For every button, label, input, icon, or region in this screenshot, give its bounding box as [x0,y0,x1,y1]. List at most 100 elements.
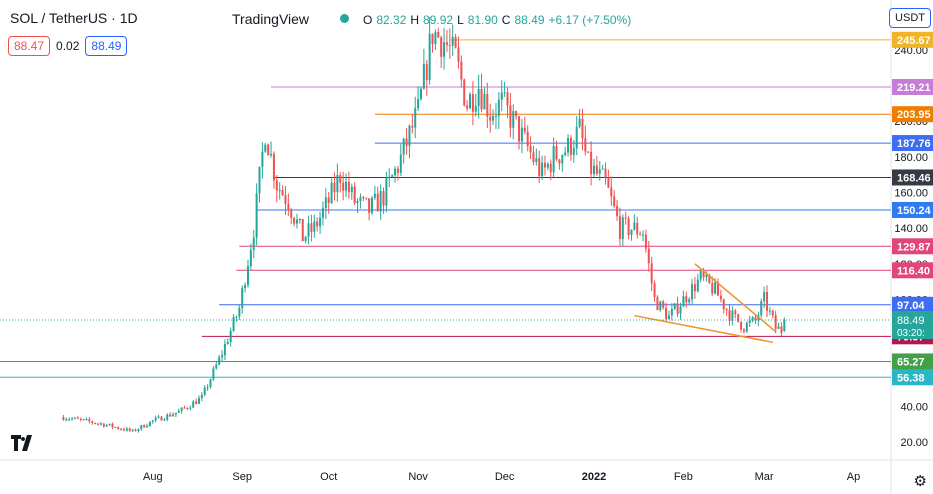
candle-body [189,407,192,409]
candle-body [662,301,665,308]
candle-body [97,423,100,425]
x-tick-label: Mar [755,471,774,483]
candle-body [518,116,521,142]
quote-panel: 88.47 0.02 88.49 [8,36,128,56]
level-label-box [892,201,933,218]
candle-body [650,263,653,284]
candle-body [307,223,310,237]
symbol-header[interactable]: SOL / TetherUS · 1D [10,10,138,26]
y-tick-label: 240.00 [894,45,928,57]
level-label-box [892,353,933,370]
low-label: L [457,13,464,27]
y-tick-label: 20.00 [900,437,928,449]
candle-body [711,282,714,294]
candle-body [737,313,740,322]
level-label-box [892,296,933,313]
candle-body [572,148,575,155]
candle-body [108,423,111,426]
candle-body [333,182,336,193]
sell-button[interactable]: 88.47 [8,36,51,56]
candle-body [647,248,650,264]
buy-button[interactable]: 88.49 [85,36,128,56]
level-label: 65.27 [897,356,925,368]
candle-body [373,193,376,198]
candle-body [359,197,362,202]
candle-body [226,341,229,345]
candle-body [714,282,717,294]
candle-body [616,206,619,217]
candle-body [512,111,515,128]
symbol-title[interactable]: SOL / TetherUS · 1D [10,10,138,26]
candle-body [137,429,140,432]
candle-body [763,291,766,302]
close-value: 88.49 [514,13,545,27]
level-label: 56.38 [897,372,925,384]
candle-body [347,181,350,193]
candle-body [151,420,154,422]
candle-body [223,344,226,356]
level-label: 187.76 [897,138,931,150]
candle-body [520,127,523,142]
market-status-icon[interactable] [340,14,349,23]
candle-body [760,301,763,316]
candle-body [209,379,212,387]
candle-body [235,316,238,318]
candle-body [157,416,160,418]
x-tick-label: Ap [847,471,860,483]
candle-body [134,429,137,432]
candle-body [443,42,446,57]
candle-body [774,315,777,329]
candle-body [685,296,688,303]
candle-body [264,144,267,152]
candle-body [215,364,218,369]
tradingview-brand: TradingView [232,11,310,27]
candle-body [604,168,607,178]
candle-body [515,111,518,117]
candle-body [434,31,437,45]
candle-body [422,64,425,89]
candle-body [451,36,454,46]
candle-body [284,195,287,204]
candle-body [120,428,123,430]
candle-body [356,201,359,204]
candle-body [246,266,249,285]
candle-body [117,427,120,429]
candle-body [696,279,699,292]
candle-body [324,197,327,209]
candle-body [466,105,469,109]
candle-body [321,208,324,218]
candle-body [670,308,673,316]
candle-body [673,303,676,309]
candle-body [431,33,434,45]
candle-body [460,61,463,80]
candle-body [281,190,284,196]
gear-icon[interactable]: ⚙ [913,473,927,490]
candle-body [653,283,656,298]
candle-body [252,237,255,250]
candle-body [79,418,82,420]
candle-body [642,234,645,236]
candle-body [719,295,722,300]
candle-body [633,222,636,230]
candle-body [382,191,385,206]
candle-body [278,190,281,192]
y-tick-label: 180.00 [894,152,928,164]
change-value: +6.17 (+7.50%) [548,13,632,27]
candle-body [584,138,587,152]
candle-body [480,89,483,110]
candle-body [598,169,601,174]
candle-body [417,98,420,109]
candle-body [636,222,639,235]
candle-body [270,153,273,156]
candle-body [768,310,771,312]
candle-body [76,417,79,419]
candle-body [275,180,278,191]
candle-body [780,326,783,333]
level-label: 150.24 [897,205,932,217]
candle-body [693,284,696,292]
candle-body [114,427,117,429]
x-tick-label: Nov [408,471,428,483]
tradingview-logo-icon[interactable] [10,434,38,452]
currency-button[interactable]: USDT [889,8,931,28]
